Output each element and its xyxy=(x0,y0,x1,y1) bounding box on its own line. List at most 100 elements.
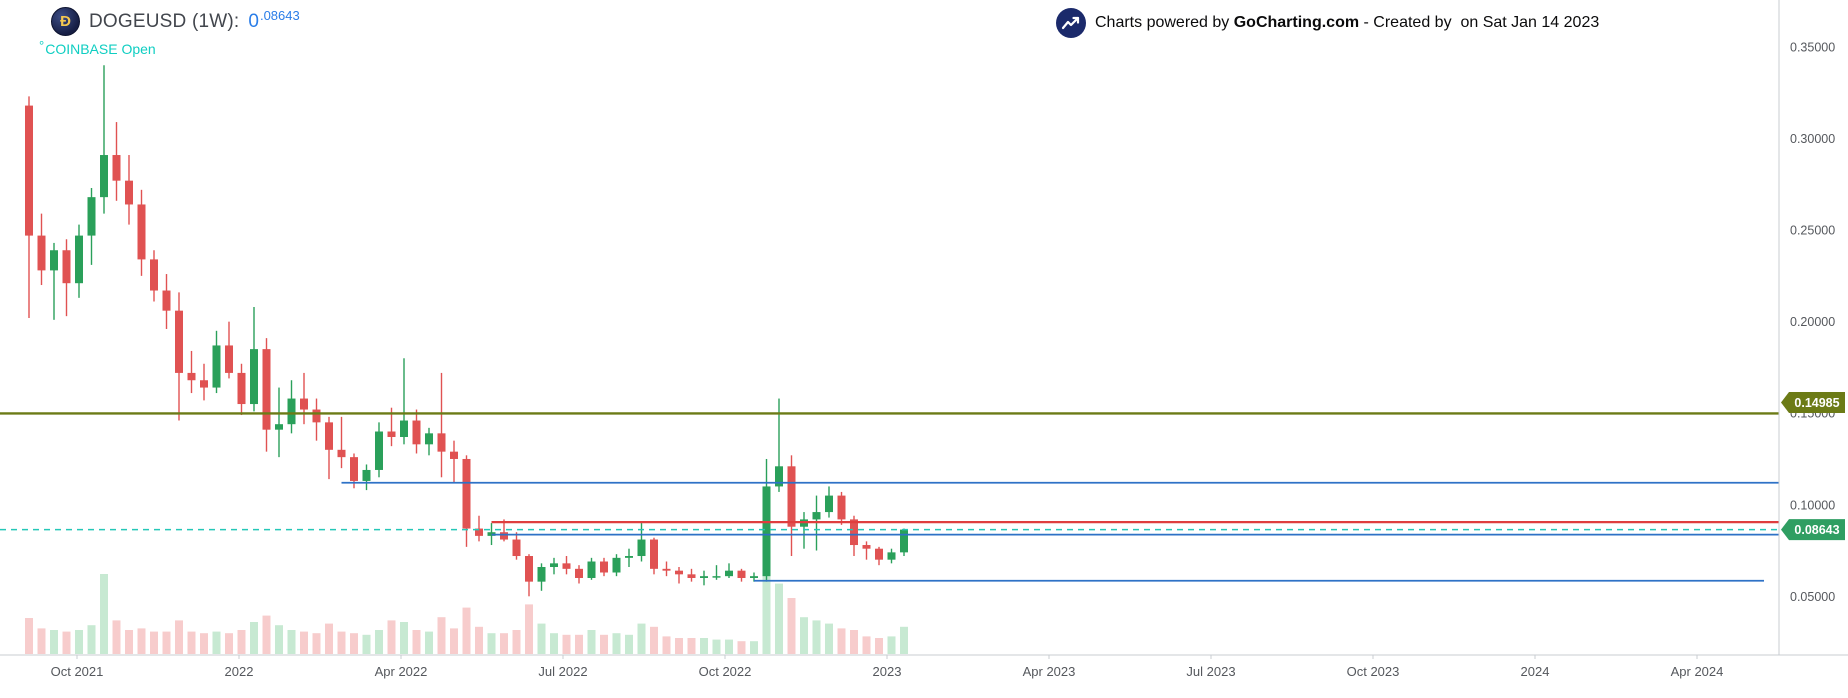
time-tick-label: Oct 2022 xyxy=(699,664,752,679)
volume-bar xyxy=(400,622,408,654)
candle-body xyxy=(562,563,571,569)
price-tags-layer[interactable]: 0.14985 0.08643 xyxy=(1781,391,1845,541)
candle-body xyxy=(575,568,583,578)
volume-bar xyxy=(562,634,571,654)
volume-bar xyxy=(625,634,633,654)
volume-bar xyxy=(862,636,871,654)
volume-bar xyxy=(87,625,96,654)
volume-bar xyxy=(100,574,108,654)
volume-bar xyxy=(212,631,221,654)
volume-bar xyxy=(125,630,133,654)
time-tick-label: Apr 2024 xyxy=(1671,664,1724,679)
price-tag-0.08643[interactable] xyxy=(1781,519,1845,541)
volume-bar xyxy=(387,620,396,654)
volume-layer xyxy=(25,574,908,654)
gocharting-brand-link[interactable]: GoCharting.com xyxy=(1233,14,1360,31)
volume-bar xyxy=(812,620,821,654)
candle-body xyxy=(850,519,858,546)
volume-bar xyxy=(137,628,146,654)
volume-bar xyxy=(762,575,771,654)
candle-body xyxy=(900,529,908,553)
volume-bar xyxy=(37,628,46,654)
candle-body xyxy=(350,457,358,481)
drawings-layer[interactable] xyxy=(0,412,1779,582)
volume-bar xyxy=(662,636,671,654)
candle-body xyxy=(262,349,271,430)
candle-body xyxy=(737,570,746,578)
candle-body xyxy=(162,290,171,311)
candle-body xyxy=(362,469,371,481)
candle-body xyxy=(637,539,646,557)
volume-bar xyxy=(25,618,33,654)
volume-bar xyxy=(475,626,483,654)
axes-layer[interactable]: 0.350000.300000.250000.200000.150000.100… xyxy=(0,0,1848,679)
volume-bar xyxy=(525,604,533,654)
candle-body xyxy=(687,574,696,578)
time-tick-label: Oct 2023 xyxy=(1347,664,1400,679)
volume-bar xyxy=(375,630,383,654)
candle-body xyxy=(512,539,521,557)
candle-body xyxy=(300,398,308,410)
time-tick-label: Oct 2021 xyxy=(51,664,104,679)
volume-bar xyxy=(225,633,233,654)
candle-body xyxy=(625,556,633,558)
volume-bar xyxy=(500,633,508,654)
candlestick-layer xyxy=(25,65,908,597)
candle-body xyxy=(887,552,896,560)
price-tick-label: 0.25000 xyxy=(1790,224,1835,238)
attribution-prefix: Charts powered by xyxy=(1095,14,1234,31)
candle-body xyxy=(675,570,683,575)
candle-body xyxy=(250,349,258,405)
volume-bar xyxy=(437,617,446,654)
candle-body xyxy=(150,259,158,291)
volume-bar xyxy=(900,626,908,654)
volume-bar xyxy=(50,630,58,654)
volume-bar xyxy=(712,639,721,654)
price-tick-label: 0.10000 xyxy=(1790,498,1835,512)
symbol-title[interactable]: DOGEUSD (1W): xyxy=(89,10,240,32)
volume-bar xyxy=(362,634,371,654)
candle-body xyxy=(750,576,758,578)
time-tick-label: 2024 xyxy=(1521,664,1550,679)
exchange-status-label: COINBASE Open xyxy=(45,41,156,57)
volume-bar xyxy=(600,634,608,654)
candle-body xyxy=(812,512,821,520)
volume-bar xyxy=(700,638,708,654)
volume-bar xyxy=(187,631,196,654)
volume-bar xyxy=(825,623,833,654)
volume-bar xyxy=(750,641,758,654)
volume-bar xyxy=(312,633,321,654)
volume-bar xyxy=(350,633,358,654)
candle-body xyxy=(225,345,233,373)
market-open-dot: ° xyxy=(39,38,45,53)
candle-body xyxy=(375,431,383,470)
volume-bar xyxy=(162,631,171,654)
price-tag-0.14985[interactable] xyxy=(1781,391,1845,413)
candle-body xyxy=(500,532,508,540)
symbol-header: Ð DOGEUSD (1W): 0.08643 ° COINBASE Open xyxy=(39,7,300,57)
candle-body xyxy=(37,235,46,271)
dogecoin-glyph: Ð xyxy=(60,13,71,30)
price-tick-label: 0.30000 xyxy=(1790,132,1835,146)
gocharting-logo-icon xyxy=(1056,8,1086,38)
time-tick-label: Jul 2023 xyxy=(1186,664,1235,679)
symbol-title-row: Ð DOGEUSD (1W): 0.08643 xyxy=(39,7,300,36)
volume-bar xyxy=(250,622,258,654)
candle-body xyxy=(825,495,833,513)
candle-body xyxy=(62,250,71,284)
price-tick-label: 0.05000 xyxy=(1790,590,1835,604)
volume-bar xyxy=(637,623,646,654)
volume-bar xyxy=(787,598,796,654)
candle-body xyxy=(875,548,883,560)
candle-body xyxy=(387,431,396,438)
volume-bar xyxy=(675,638,683,654)
volume-bar xyxy=(112,620,121,654)
attribution-text: Charts powered by GoCharting.com - Creat… xyxy=(1095,14,1599,32)
candle-body xyxy=(100,155,108,198)
volume-bar xyxy=(512,630,521,654)
candle-body xyxy=(212,345,221,388)
candle-body xyxy=(187,372,196,381)
volume-bar xyxy=(75,630,83,654)
price-tag-label: 0.14985 xyxy=(1794,396,1839,410)
